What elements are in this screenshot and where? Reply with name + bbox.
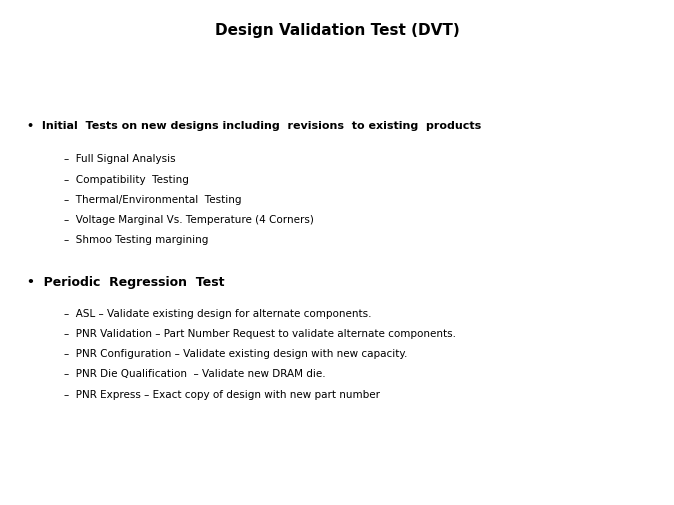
Text: –  Thermal/Environmental  Testing: – Thermal/Environmental Testing [64,194,241,205]
Text: •  Periodic  Regression  Test: • Periodic Regression Test [27,275,224,288]
Text: –  Full Signal Analysis: – Full Signal Analysis [64,154,176,164]
Text: –  PNR Validation – Part Number Request to validate alternate components.: – PNR Validation – Part Number Request t… [64,328,456,338]
Text: –  PNR Die Qualification  – Validate new DRAM die.: – PNR Die Qualification – Validate new D… [64,369,326,379]
Text: –  PNR Configuration – Validate existing design with new capacity.: – PNR Configuration – Validate existing … [64,348,407,359]
Text: –  PNR Express – Exact copy of design with new part number: – PNR Express – Exact copy of design wit… [64,389,380,399]
Text: •  Initial  Tests on new designs including  revisions  to existing  products: • Initial Tests on new designs including… [27,121,481,131]
Text: –  Shmoo Testing margining: – Shmoo Testing margining [64,235,208,245]
Text: –  ASL – Validate existing design for alternate components.: – ASL – Validate existing design for alt… [64,308,371,318]
Text: –  Voltage Marginal Vs. Temperature (4 Corners): – Voltage Marginal Vs. Temperature (4 Co… [64,215,314,225]
Text: –  Compatibility  Testing: – Compatibility Testing [64,174,189,184]
Text: Design Validation Test (DVT): Design Validation Test (DVT) [214,23,460,38]
